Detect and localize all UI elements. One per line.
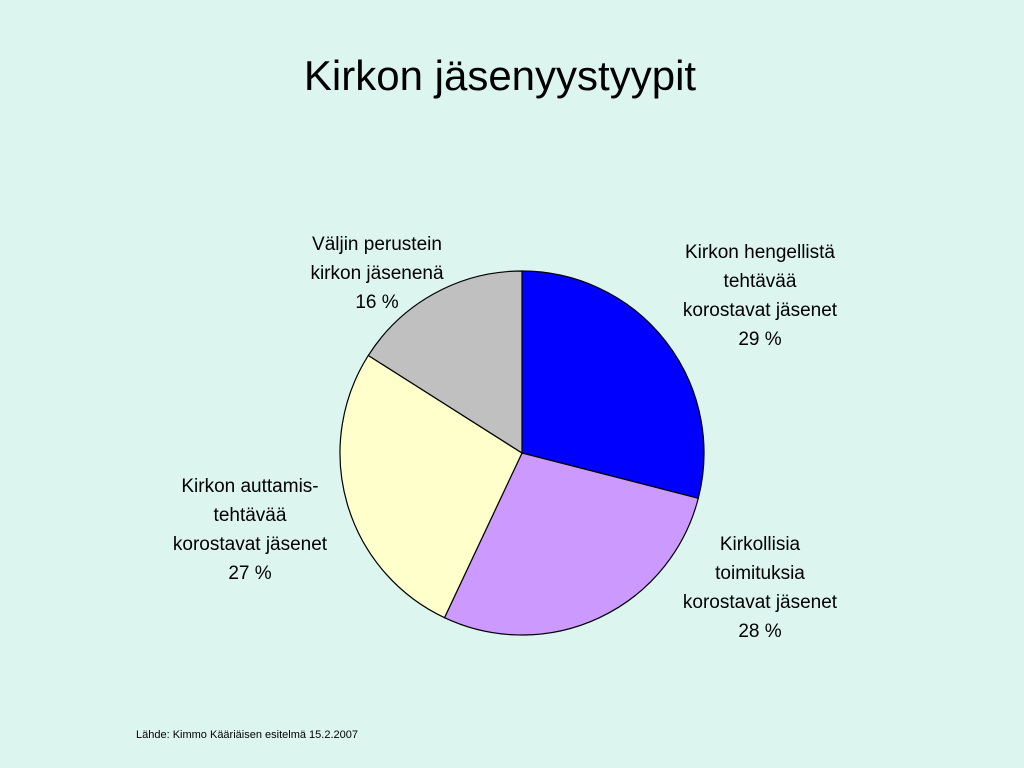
- category-label: Kirkon hengellistä tehtävää korostavat j…: [682, 242, 838, 321]
- pie-slice: [367, 270, 523, 455]
- slice-label: Kirkon hengellistä tehtävää korostavat j…: [650, 238, 870, 354]
- slice-label: Kirkollisia toimituksia korostavat jäsen…: [650, 530, 870, 646]
- chart-title: Kirkon jäsenyystyypit: [303, 52, 697, 99]
- source-note: Lähde: Kimmo Kääriäisen esitelmä 15.2.20…: [136, 729, 358, 741]
- slice-label: Väljin perustein kirkon jäsenenä 16 %: [267, 230, 487, 317]
- value-label: 27 %: [228, 563, 272, 584]
- value-label: 28 %: [738, 621, 782, 642]
- value-label: 16 %: [355, 292, 399, 313]
- category-label: Väljin perustein kirkon jäsenenä: [310, 234, 444, 284]
- category-label: Kirkollisia toimituksia korostavat jäsen…: [682, 534, 838, 613]
- value-label: 29 %: [738, 329, 782, 350]
- pie-slice: [339, 354, 523, 619]
- category-label: Kirkon auttamis- tehtävää korostavat jäs…: [172, 476, 328, 555]
- pie-slice: [443, 452, 700, 636]
- pie-slice: [521, 270, 705, 499]
- slice-label: Kirkon auttamis- tehtävää korostavat jäs…: [140, 472, 360, 588]
